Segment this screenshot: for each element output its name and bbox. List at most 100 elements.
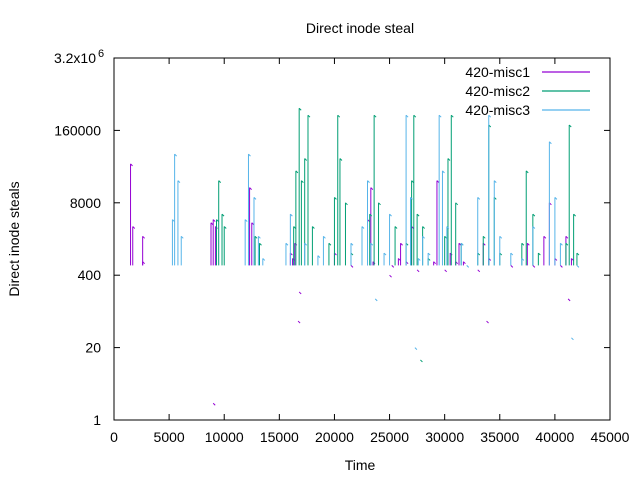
y-tick-label: 160000 xyxy=(54,122,101,138)
series-point-420-misc3 xyxy=(361,226,365,229)
series-point-420-misc2 xyxy=(416,213,420,217)
series-point-420-misc3 xyxy=(571,337,574,341)
x-tick-label: 45000 xyxy=(591,429,630,445)
series-point-420-misc3 xyxy=(521,258,525,261)
series-point-420-misc1 xyxy=(477,269,481,273)
series-point-420-misc1 xyxy=(458,242,462,246)
series-point-420-misc3 xyxy=(180,235,184,239)
series-point-420-misc3 xyxy=(244,219,248,222)
series-point-420-misc2 xyxy=(345,202,348,206)
legend-label: 420-misc3 xyxy=(465,102,530,118)
series-point-420-misc3 xyxy=(410,197,413,200)
series-point-420-misc3 xyxy=(576,265,580,268)
series-point-420-misc3 xyxy=(383,252,387,256)
series-point-420-misc1 xyxy=(416,269,420,273)
series-point-420-misc1 xyxy=(297,320,301,324)
series-point-420-misc2 xyxy=(373,114,377,118)
y-tick-exponent: 6 xyxy=(98,48,104,60)
x-tick-label: 35000 xyxy=(480,429,519,445)
chart-title: Direct inode steal xyxy=(306,20,414,36)
series-point-420-misc2 xyxy=(295,170,299,174)
series-point-420-misc1 xyxy=(567,298,571,302)
series-point-420-misc1 xyxy=(142,235,146,239)
series-point-420-misc3 xyxy=(350,242,354,246)
series-point-420-misc2 xyxy=(293,226,297,229)
series-420-misc1 xyxy=(130,163,574,406)
series-point-420-misc3 xyxy=(510,252,514,256)
y-axis: 1 20 400 8000 160000 3.2x10 6 xyxy=(54,48,610,428)
series-420-misc3 xyxy=(171,114,580,350)
series-point-420-misc3 xyxy=(560,242,563,246)
series-point-420-misc1 xyxy=(370,187,374,190)
series-point-420-misc1 xyxy=(400,242,403,246)
series-point-420-misc2 xyxy=(328,242,332,246)
series-point-420-misc2 xyxy=(525,170,529,174)
x-axis: 0 5000 10000 15000 20000 25000 30000 35000 40000… xyxy=(110,58,630,445)
series-point-420-misc2 xyxy=(369,213,373,217)
series-point-420-misc3 xyxy=(374,298,378,302)
series-point-420-misc3 xyxy=(405,114,409,118)
plot-area-border xyxy=(113,57,611,421)
series-point-420-misc3 xyxy=(290,213,293,217)
series-point-420-misc3 xyxy=(460,242,464,246)
series-point-420-misc2 xyxy=(411,180,414,184)
series-point-420-misc2 xyxy=(422,226,425,229)
series-point-420-misc3 xyxy=(248,153,251,157)
x-tick-label: 10000 xyxy=(205,429,244,445)
series-point-420-misc2 xyxy=(339,158,343,161)
legend: 420-misc1 420-misc2 420-misc3 xyxy=(465,64,590,118)
series-point-420-misc3 xyxy=(554,197,558,200)
series-point-420-misc1 xyxy=(142,261,146,265)
series-point-420-misc3 xyxy=(438,114,442,118)
y-tick-label: 400 xyxy=(78,267,102,283)
series-point-420-misc2 xyxy=(301,180,304,184)
y-tick-label: 1 xyxy=(93,412,101,428)
series-point-420-misc2 xyxy=(420,359,423,363)
series-point-420-misc3 xyxy=(499,235,503,239)
series-point-420-misc1 xyxy=(298,291,302,295)
series-point-420-misc2 xyxy=(334,197,337,200)
series-point-420-misc2 xyxy=(444,235,448,239)
series-point-420-misc2 xyxy=(378,202,381,206)
series-point-420-misc1 xyxy=(510,265,514,268)
y-axis-label: Direct inode steals xyxy=(6,181,22,296)
series-point-420-misc2 xyxy=(482,235,486,239)
series-point-420-misc3 xyxy=(427,252,431,256)
series-point-420-misc3 xyxy=(488,114,492,118)
x-tick-label: 5000 xyxy=(154,429,185,445)
series-point-420-misc1 xyxy=(130,163,133,167)
series-point-420-misc1 xyxy=(543,235,547,239)
series-point-420-misc3 xyxy=(414,347,418,350)
series-point-420-misc1 xyxy=(249,187,252,190)
series-point-420-misc1 xyxy=(560,265,563,268)
series-point-420-misc3 xyxy=(549,141,552,145)
series-point-420-misc3 xyxy=(304,242,308,246)
series-point-420-misc1 xyxy=(132,226,136,229)
x-tick-label: 30000 xyxy=(425,429,464,445)
series-point-420-misc2 xyxy=(312,226,315,229)
series-point-420-misc1 xyxy=(391,265,395,268)
series-point-420-misc3 xyxy=(477,197,481,200)
series-point-420-misc1 xyxy=(398,258,401,261)
series-point-420-misc2 xyxy=(447,158,451,161)
series-point-420-misc2 xyxy=(337,114,341,118)
series-point-420-misc2 xyxy=(521,242,525,246)
series-point-420-misc2 xyxy=(223,226,227,229)
y-tick-label: 3.2x10 xyxy=(54,50,96,66)
series-point-420-misc2 xyxy=(565,242,569,246)
series-layer xyxy=(130,107,580,406)
series-point-420-misc2 xyxy=(307,114,311,118)
series-point-420-misc1 xyxy=(251,222,255,226)
series-point-420-misc1 xyxy=(526,242,530,246)
series-point-420-misc1 xyxy=(463,261,466,265)
series-point-420-misc1 xyxy=(436,180,440,184)
series-point-420-misc1 xyxy=(532,265,536,268)
series-point-420-misc2 xyxy=(532,213,536,217)
series-point-420-misc3 xyxy=(442,170,445,174)
series-point-420-misc3 xyxy=(262,258,266,261)
series-point-420-misc1 xyxy=(571,258,574,261)
series-point-420-misc2 xyxy=(218,180,222,184)
x-tick-label: 0 xyxy=(110,429,118,445)
series-point-420-misc2 xyxy=(576,252,580,256)
